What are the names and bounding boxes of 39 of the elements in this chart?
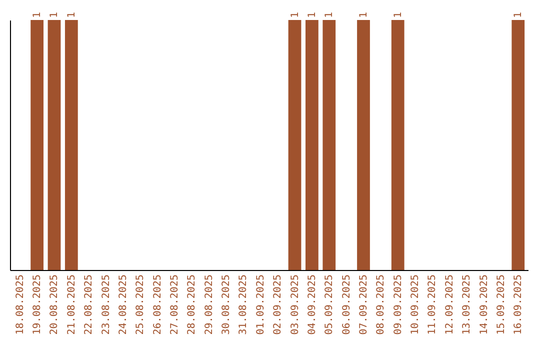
data-label: 1 — [306, 12, 318, 18]
x-tick-label: 13.09.2025 — [462, 274, 473, 335]
x-tick-label: 18.08.2025 — [14, 274, 26, 335]
x-tick-label: 28.08.2025 — [186, 274, 198, 335]
x-tick-label: 25.08.2025 — [135, 274, 146, 335]
x-tick-label: 05.09.2025 — [324, 274, 336, 335]
x-tick-label: 30.08.2025 — [221, 274, 232, 335]
data-label: 1 — [358, 12, 370, 18]
x-tick-label: 08.09.2025 — [376, 274, 387, 335]
x-tick-label: 16.09.2025 — [513, 274, 524, 335]
x-tick-label: 22.08.2025 — [84, 274, 95, 335]
x-tick-label: 29.08.2025 — [204, 274, 215, 335]
x-tick-label: 07.09.2025 — [358, 274, 370, 335]
x-tick-label: 23.08.2025 — [100, 274, 112, 335]
x-tick-label: 01.09.2025 — [255, 274, 266, 335]
x-tick-label: 09.09.2025 — [392, 274, 404, 335]
x-tick-label: 12.09.2025 — [444, 274, 456, 335]
x-tick-label: 14.09.2025 — [478, 274, 490, 335]
data-label: 1 — [392, 12, 404, 18]
x-tick-label: 20.08.2025 — [49, 274, 60, 335]
x-tick-label: 26.08.2025 — [152, 274, 164, 335]
x-tick-label: 11.09.2025 — [427, 274, 438, 335]
x-tick-label: 24.08.2025 — [118, 274, 129, 335]
data-label: 1 — [49, 12, 60, 18]
data-label: 1 — [66, 12, 78, 18]
data-label: 1 — [32, 12, 44, 18]
data-label: 1 — [290, 12, 301, 18]
x-tick-label: 19.08.2025 — [32, 274, 44, 335]
x-tick-label: 03.09.2025 — [290, 274, 301, 335]
x-tick-label: 27.08.2025 — [170, 274, 181, 335]
x-tick-label: 31.08.2025 — [238, 274, 250, 335]
data-label: 1 — [324, 12, 336, 18]
data-label: 1 — [513, 12, 524, 18]
x-tick-label: 15.09.2025 — [496, 274, 507, 335]
x-tick-label: 06.09.2025 — [341, 274, 352, 335]
x-tick-label: 10.09.2025 — [410, 274, 422, 335]
x-tick-label: 21.08.2025 — [66, 274, 78, 335]
x-tick-label: 04.09.2025 — [306, 274, 318, 335]
x-tick-label: 02.09.2025 — [272, 274, 284, 335]
